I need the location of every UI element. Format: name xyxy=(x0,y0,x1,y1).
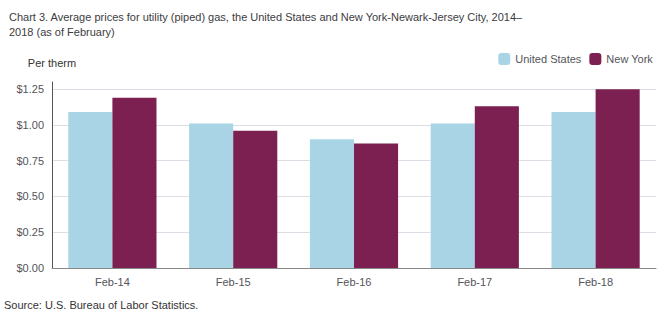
svg-text:United States: United States xyxy=(515,53,582,65)
svg-text:Feb-18: Feb-18 xyxy=(578,276,613,288)
svg-text:Feb-15: Feb-15 xyxy=(216,276,251,288)
svg-text:Source: U.S. Bureau of Labor S: Source: U.S. Bureau of Labor Statistics. xyxy=(4,299,198,311)
svg-text:$1.25: $1.25 xyxy=(16,83,44,95)
svg-text:Per therm: Per therm xyxy=(28,57,76,69)
svg-text:Feb-14: Feb-14 xyxy=(95,276,130,288)
svg-text:$0.00: $0.00 xyxy=(16,262,44,274)
svg-text:New York: New York xyxy=(606,53,653,65)
svg-text:$0.50: $0.50 xyxy=(16,190,44,202)
svg-text:Chart 3. Average prices for ut: Chart 3. Average prices for utility (pip… xyxy=(9,11,523,23)
svg-text:$0.25: $0.25 xyxy=(16,226,44,238)
svg-text:$0.75: $0.75 xyxy=(16,155,44,167)
svg-text:Feb-17: Feb-17 xyxy=(457,276,492,288)
svg-text:2018 (as of February): 2018 (as of February) xyxy=(9,26,115,38)
svg-text:$1.00: $1.00 xyxy=(16,119,44,131)
svg-text:Feb-16: Feb-16 xyxy=(337,276,372,288)
